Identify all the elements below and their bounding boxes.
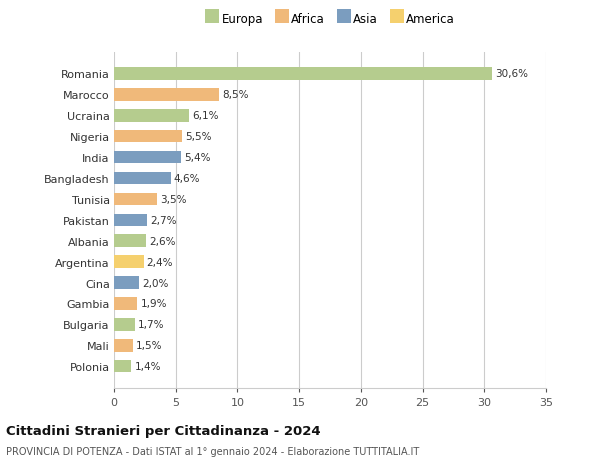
Bar (114, 151, 181, 164)
Bar (114, 68, 491, 80)
Bar (114, 110, 189, 122)
Text: 1,7%: 1,7% (138, 319, 164, 330)
Text: 6,1%: 6,1% (193, 111, 219, 121)
Text: 2,0%: 2,0% (142, 278, 168, 288)
Text: 1,5%: 1,5% (136, 341, 162, 351)
Bar (114, 235, 146, 247)
Bar (114, 89, 219, 101)
Bar (114, 297, 137, 310)
Text: 2,4%: 2,4% (147, 257, 173, 267)
Bar (114, 172, 171, 185)
Bar (114, 214, 148, 227)
Text: PROVINCIA DI POTENZA - Dati ISTAT al 1° gennaio 2024 - Elaborazione TUTTITALIA.I: PROVINCIA DI POTENZA - Dati ISTAT al 1° … (6, 446, 419, 456)
Bar (114, 131, 182, 143)
Text: 4,6%: 4,6% (174, 174, 200, 184)
Bar (114, 360, 131, 373)
Bar (114, 319, 135, 331)
Text: 3,5%: 3,5% (160, 195, 187, 204)
Text: 8,5%: 8,5% (222, 90, 248, 100)
Legend: Europa, Africa, Asia, America: Europa, Africa, Asia, America (200, 8, 460, 31)
Text: Cittadini Stranieri per Cittadinanza - 2024: Cittadini Stranieri per Cittadinanza - 2… (6, 425, 320, 437)
Text: 2,7%: 2,7% (151, 215, 177, 225)
Text: 1,4%: 1,4% (134, 361, 161, 371)
Text: 30,6%: 30,6% (495, 69, 528, 79)
Text: 5,5%: 5,5% (185, 132, 211, 142)
Bar (114, 277, 139, 289)
Bar (114, 193, 157, 206)
Text: 1,9%: 1,9% (140, 299, 167, 309)
Text: 5,4%: 5,4% (184, 153, 210, 163)
Text: 2,6%: 2,6% (149, 236, 176, 246)
Bar (114, 339, 133, 352)
Bar (114, 256, 143, 269)
